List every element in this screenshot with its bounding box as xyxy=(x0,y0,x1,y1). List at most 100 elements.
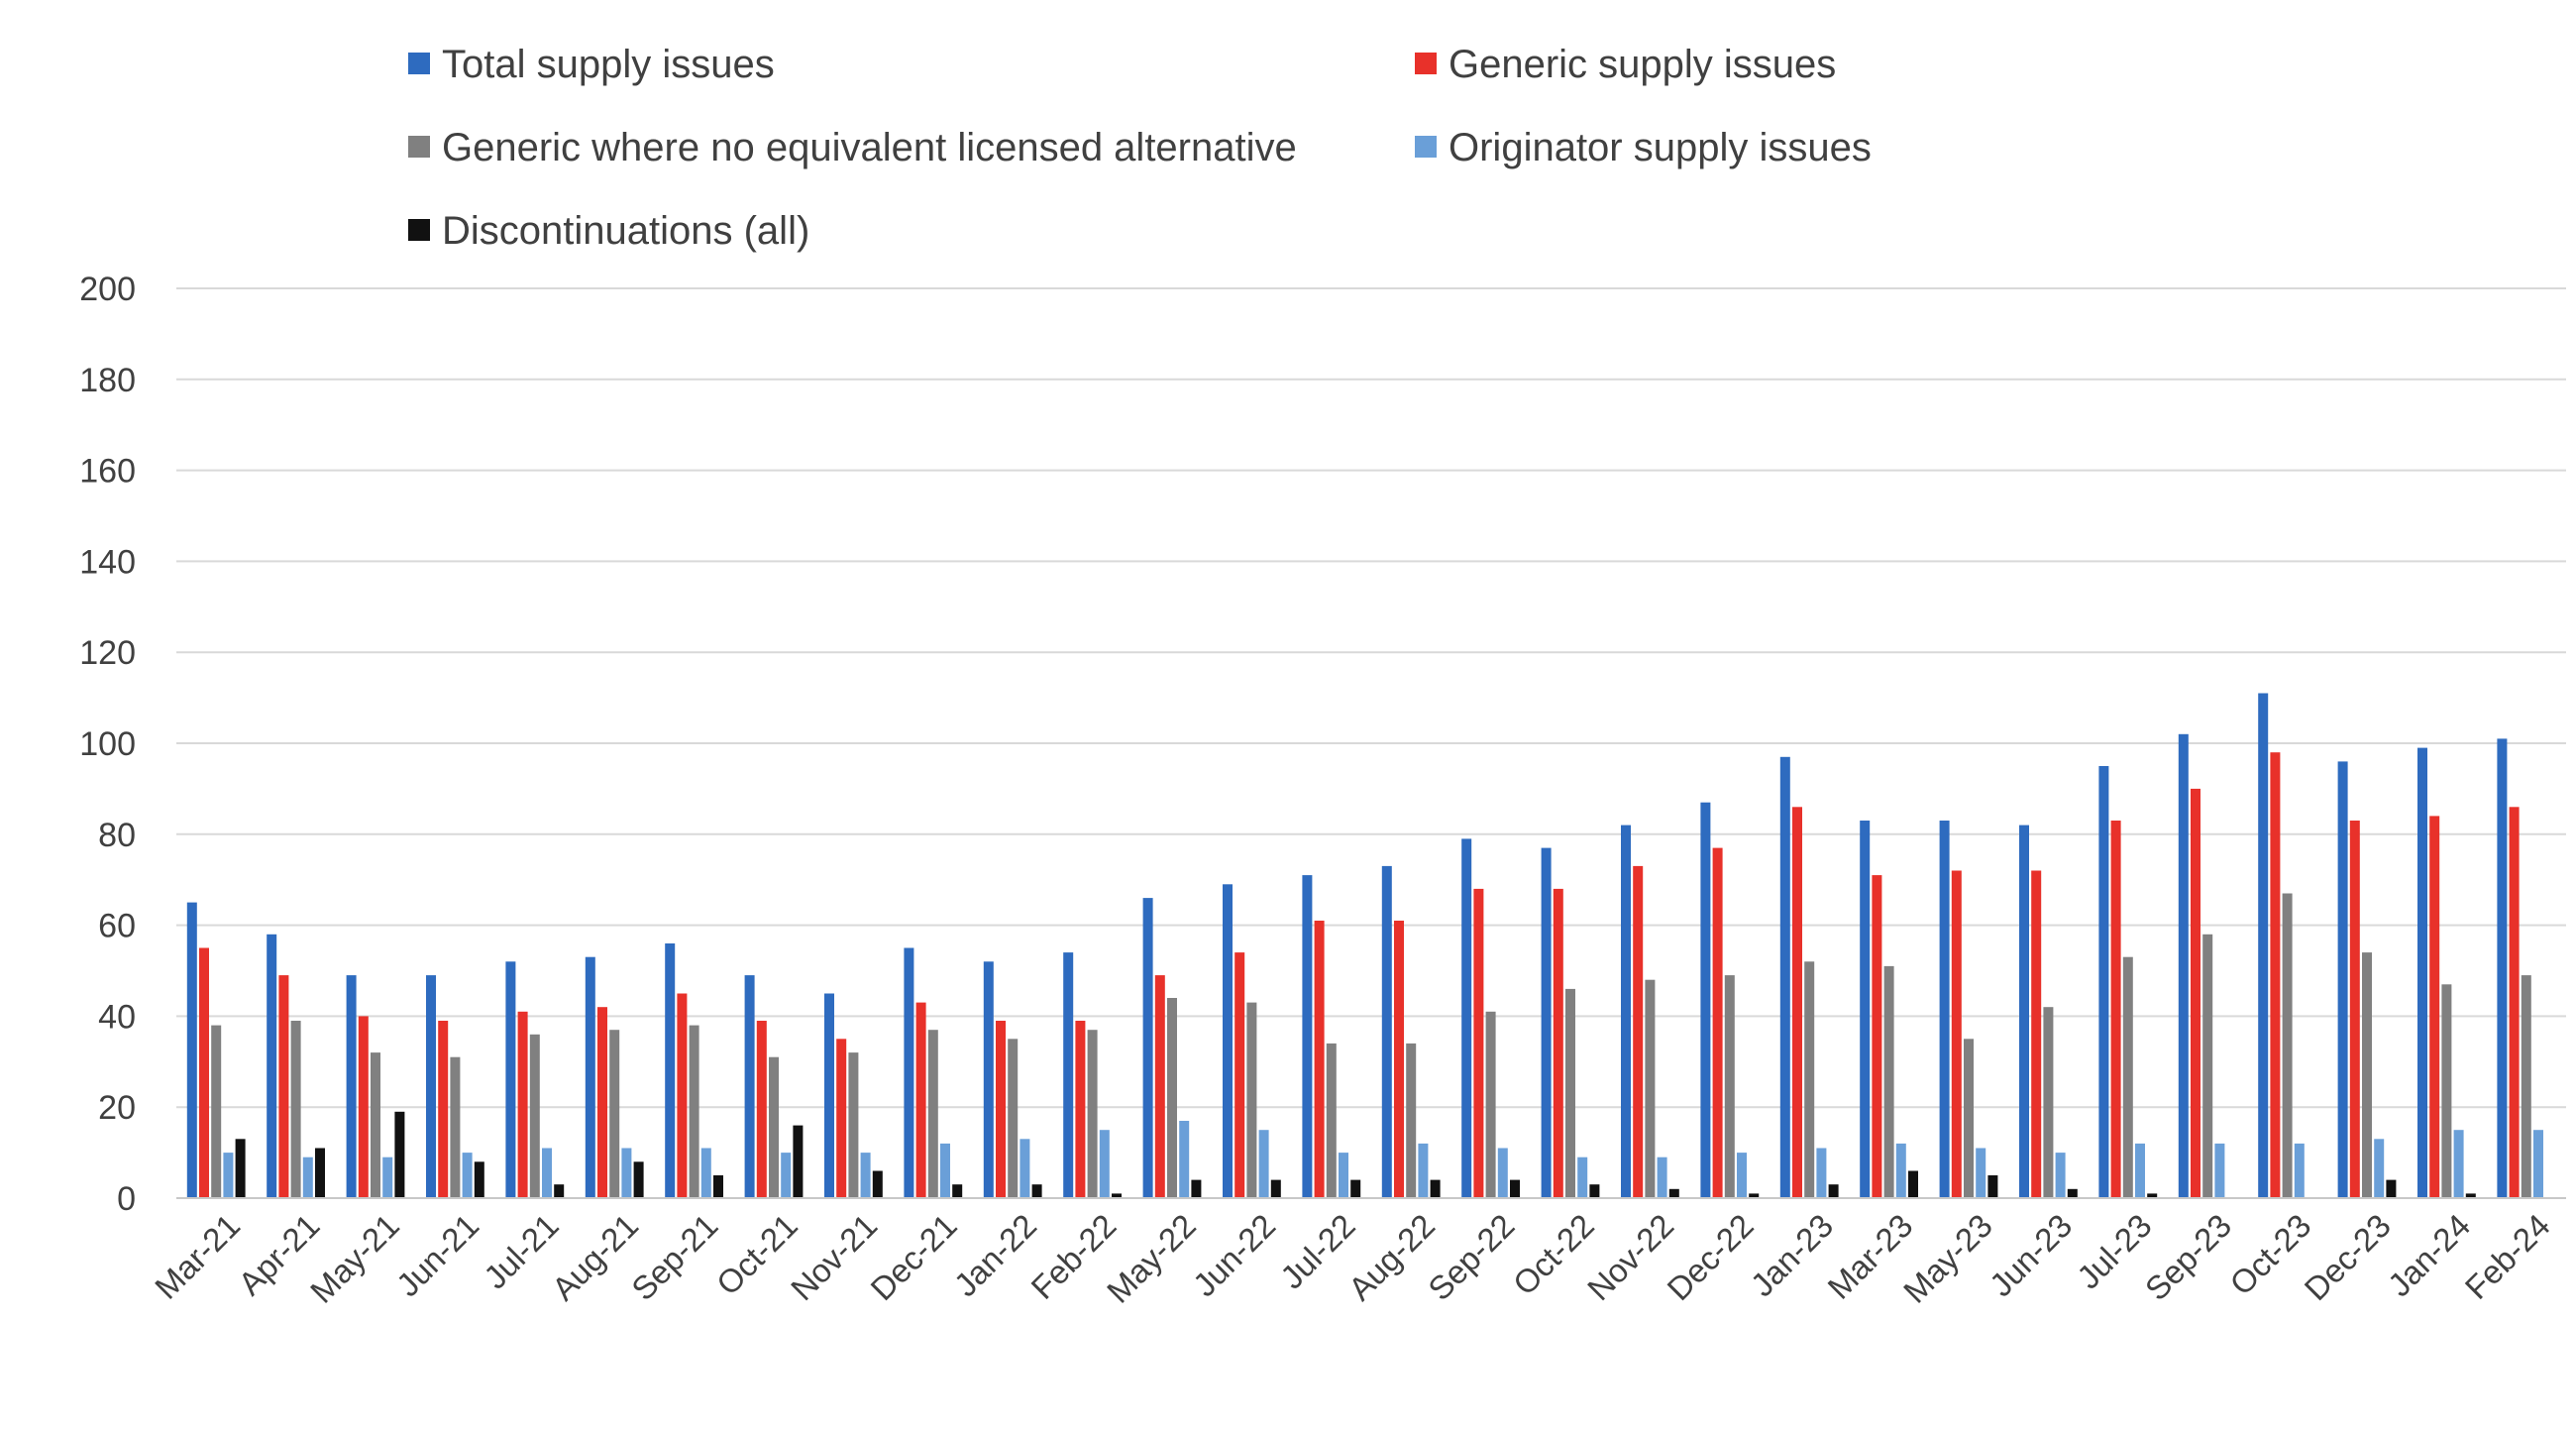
legend-swatch-3 xyxy=(408,136,430,158)
bar xyxy=(394,1111,405,1198)
bar xyxy=(2349,821,2360,1198)
bar xyxy=(1645,979,1656,1198)
bar xyxy=(2191,788,2200,1198)
x-tick-label: Jan-22 xyxy=(947,1207,1044,1304)
bar xyxy=(517,1011,528,1198)
bar xyxy=(1872,875,1882,1198)
bar xyxy=(872,1170,883,1198)
bar xyxy=(1087,1030,1098,1198)
bar xyxy=(235,1139,246,1198)
bar xyxy=(1939,821,1950,1198)
bar xyxy=(1565,988,1575,1198)
bar xyxy=(1473,888,1484,1198)
x-tick-label: Nov-22 xyxy=(1580,1207,1680,1307)
bar xyxy=(756,1021,767,1198)
bar xyxy=(1633,865,1644,1198)
x-tick-label: Sep-22 xyxy=(1421,1207,1521,1307)
bar xyxy=(2055,1153,2066,1198)
bar xyxy=(1883,965,1894,1198)
x-tick-label: Dec-22 xyxy=(1660,1207,1760,1307)
x-tick-label: Aug-22 xyxy=(1342,1207,1442,1307)
bar xyxy=(1577,1157,1588,1198)
bar xyxy=(2282,893,2293,1198)
bar xyxy=(1008,1039,1019,1198)
bar xyxy=(2521,975,2531,1198)
x-tick-label: Jan-23 xyxy=(1744,1207,1841,1304)
bar xyxy=(1657,1157,1667,1198)
x-tick-label: Jun-23 xyxy=(1983,1207,2080,1304)
bar xyxy=(1553,888,1563,1198)
bar xyxy=(2147,1193,2158,1198)
bar xyxy=(438,1021,449,1198)
bar xyxy=(186,902,197,1198)
bar xyxy=(2429,816,2440,1198)
bar xyxy=(983,961,994,1198)
bar xyxy=(996,1021,1006,1198)
bar xyxy=(1381,865,1392,1198)
bar xyxy=(927,1030,938,1198)
y-tick-label: 0 xyxy=(117,1180,136,1218)
bar xyxy=(529,1034,540,1198)
legend-label-3: Generic where no equivalent licensed alt… xyxy=(442,126,1297,169)
bar xyxy=(426,975,436,1198)
bar xyxy=(1724,975,1735,1198)
x-tick-label: May-21 xyxy=(303,1207,406,1310)
bar xyxy=(1828,1184,1839,1198)
x-tick-label: Jan-24 xyxy=(2381,1207,2478,1304)
bar xyxy=(1430,1179,1441,1198)
y-tick-label: 180 xyxy=(79,362,136,399)
y-tick-label: 80 xyxy=(98,817,136,854)
bar xyxy=(700,1148,711,1198)
bar xyxy=(2386,1179,2397,1198)
bar xyxy=(1589,1184,1600,1198)
bar xyxy=(848,1052,859,1198)
bar xyxy=(1063,952,1074,1198)
x-tick-label: Sep-21 xyxy=(624,1207,724,1307)
y-tick-label: 200 xyxy=(79,271,136,308)
bar xyxy=(915,1002,926,1198)
bar xyxy=(1314,921,1325,1198)
x-tick-label: Aug-21 xyxy=(545,1207,645,1307)
bar xyxy=(382,1157,393,1198)
bar xyxy=(358,1016,369,1198)
bar xyxy=(290,1021,301,1198)
bar xyxy=(1792,807,1802,1198)
bar xyxy=(2362,952,2372,1198)
bar xyxy=(1976,1148,1986,1198)
bar xyxy=(585,956,595,1198)
x-tick-label: May-22 xyxy=(1100,1207,1203,1310)
bar xyxy=(824,993,834,1198)
bar xyxy=(1895,1143,1906,1198)
bar xyxy=(2019,825,2029,1198)
bar xyxy=(1860,821,1871,1198)
bar xyxy=(1179,1121,1190,1198)
bar xyxy=(2110,821,2121,1198)
x-tick-label: May-23 xyxy=(1896,1207,1999,1310)
bar xyxy=(621,1148,632,1198)
x-axis-tick-labels: Mar-21Apr-21May-21Jun-21Jul-21Aug-21Sep-… xyxy=(148,1207,2557,1310)
bar xyxy=(1112,1193,1122,1198)
y-tick-label: 120 xyxy=(79,634,136,672)
bar xyxy=(1326,1043,1337,1198)
bar xyxy=(1497,1148,1508,1198)
bar xyxy=(2441,984,2452,1198)
bar xyxy=(1302,875,1313,1198)
bar xyxy=(371,1052,380,1198)
bar xyxy=(2258,693,2269,1198)
x-tick-label: Dec-21 xyxy=(863,1207,963,1307)
bar xyxy=(1350,1179,1361,1198)
bar xyxy=(1258,1130,1269,1198)
bar xyxy=(713,1175,723,1198)
bar xyxy=(1020,1139,1030,1198)
bar xyxy=(677,993,688,1198)
bar xyxy=(2178,733,2189,1198)
bar xyxy=(1031,1184,1042,1198)
bar xyxy=(199,947,209,1198)
bar xyxy=(2337,761,2348,1198)
bar xyxy=(2067,1188,2078,1198)
bar xyxy=(1191,1179,1202,1198)
bar xyxy=(1816,1148,1827,1198)
bar xyxy=(904,947,914,1198)
bar xyxy=(1737,1153,1747,1198)
legend-label-2: Generic supply issues xyxy=(1449,43,1836,86)
